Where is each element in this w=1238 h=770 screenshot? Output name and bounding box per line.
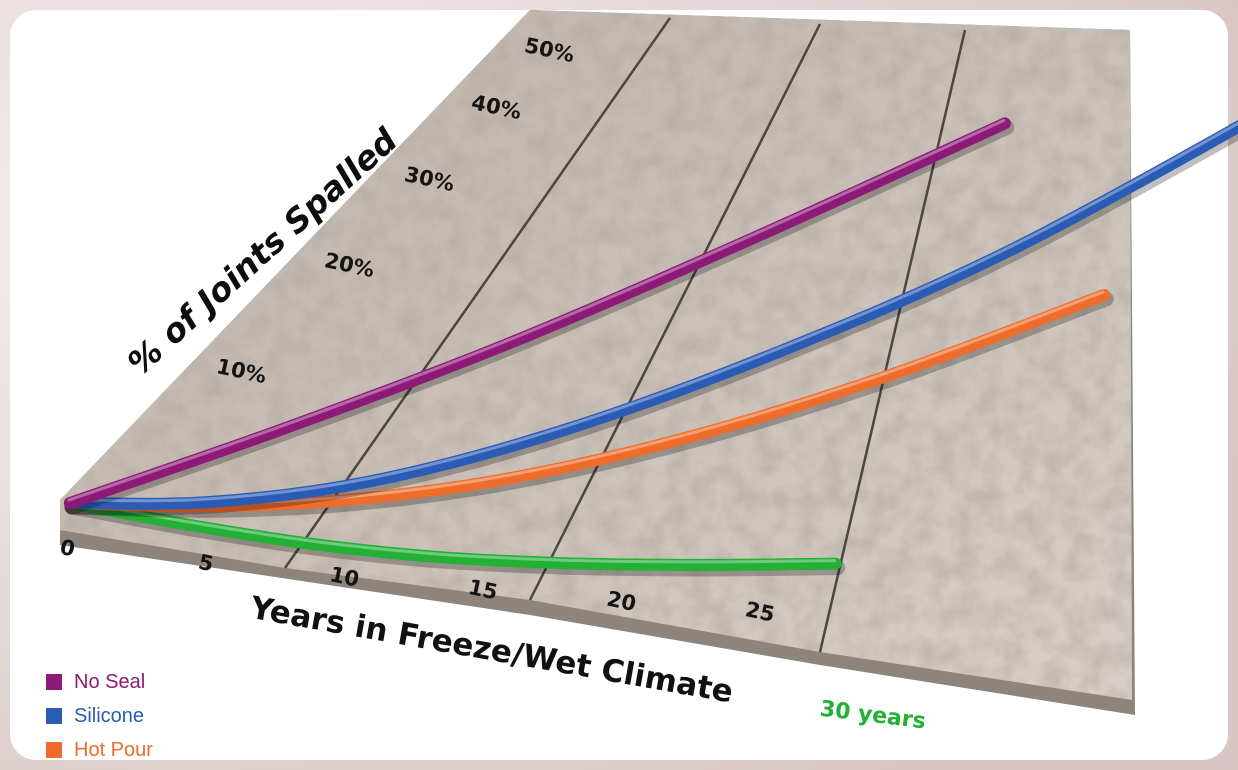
series-line: [64, 120, 1238, 510]
series-highlight: [67, 121, 1238, 503]
series-3: [64, 497, 846, 577]
legend-swatch: [46, 708, 62, 724]
x-tick-labels: 0 5 10 15 20 25: [58, 535, 777, 627]
legend-label: No Seal: [74, 671, 145, 693]
series-1: [64, 120, 1238, 516]
x-tick-label: 5: [196, 550, 215, 577]
slab-joint-3: [818, 29, 967, 653]
series-line: [64, 497, 842, 571]
series-highlight: [67, 498, 837, 564]
x-tick-label: 20: [605, 587, 639, 617]
x-tick-label: 15: [466, 575, 500, 605]
slab-joint-1: [283, 17, 672, 569]
slab-joint-2: [528, 23, 822, 601]
legend-label: Silicone: [74, 705, 144, 727]
legend-swatch: [46, 674, 62, 690]
x-tick-label: 0: [58, 535, 77, 562]
x-tick-label: 25: [743, 597, 777, 627]
legend-label: Hot Pour: [74, 739, 153, 761]
series-lines: [64, 117, 1238, 577]
series-line: [64, 117, 1011, 509]
legend: No Seal Silicone Hot Pour: [46, 671, 153, 761]
x-tick-label: 10: [328, 562, 362, 592]
series-0: [64, 117, 1015, 515]
legend-swatch: [46, 742, 62, 758]
series-highlight: [67, 118, 1006, 502]
